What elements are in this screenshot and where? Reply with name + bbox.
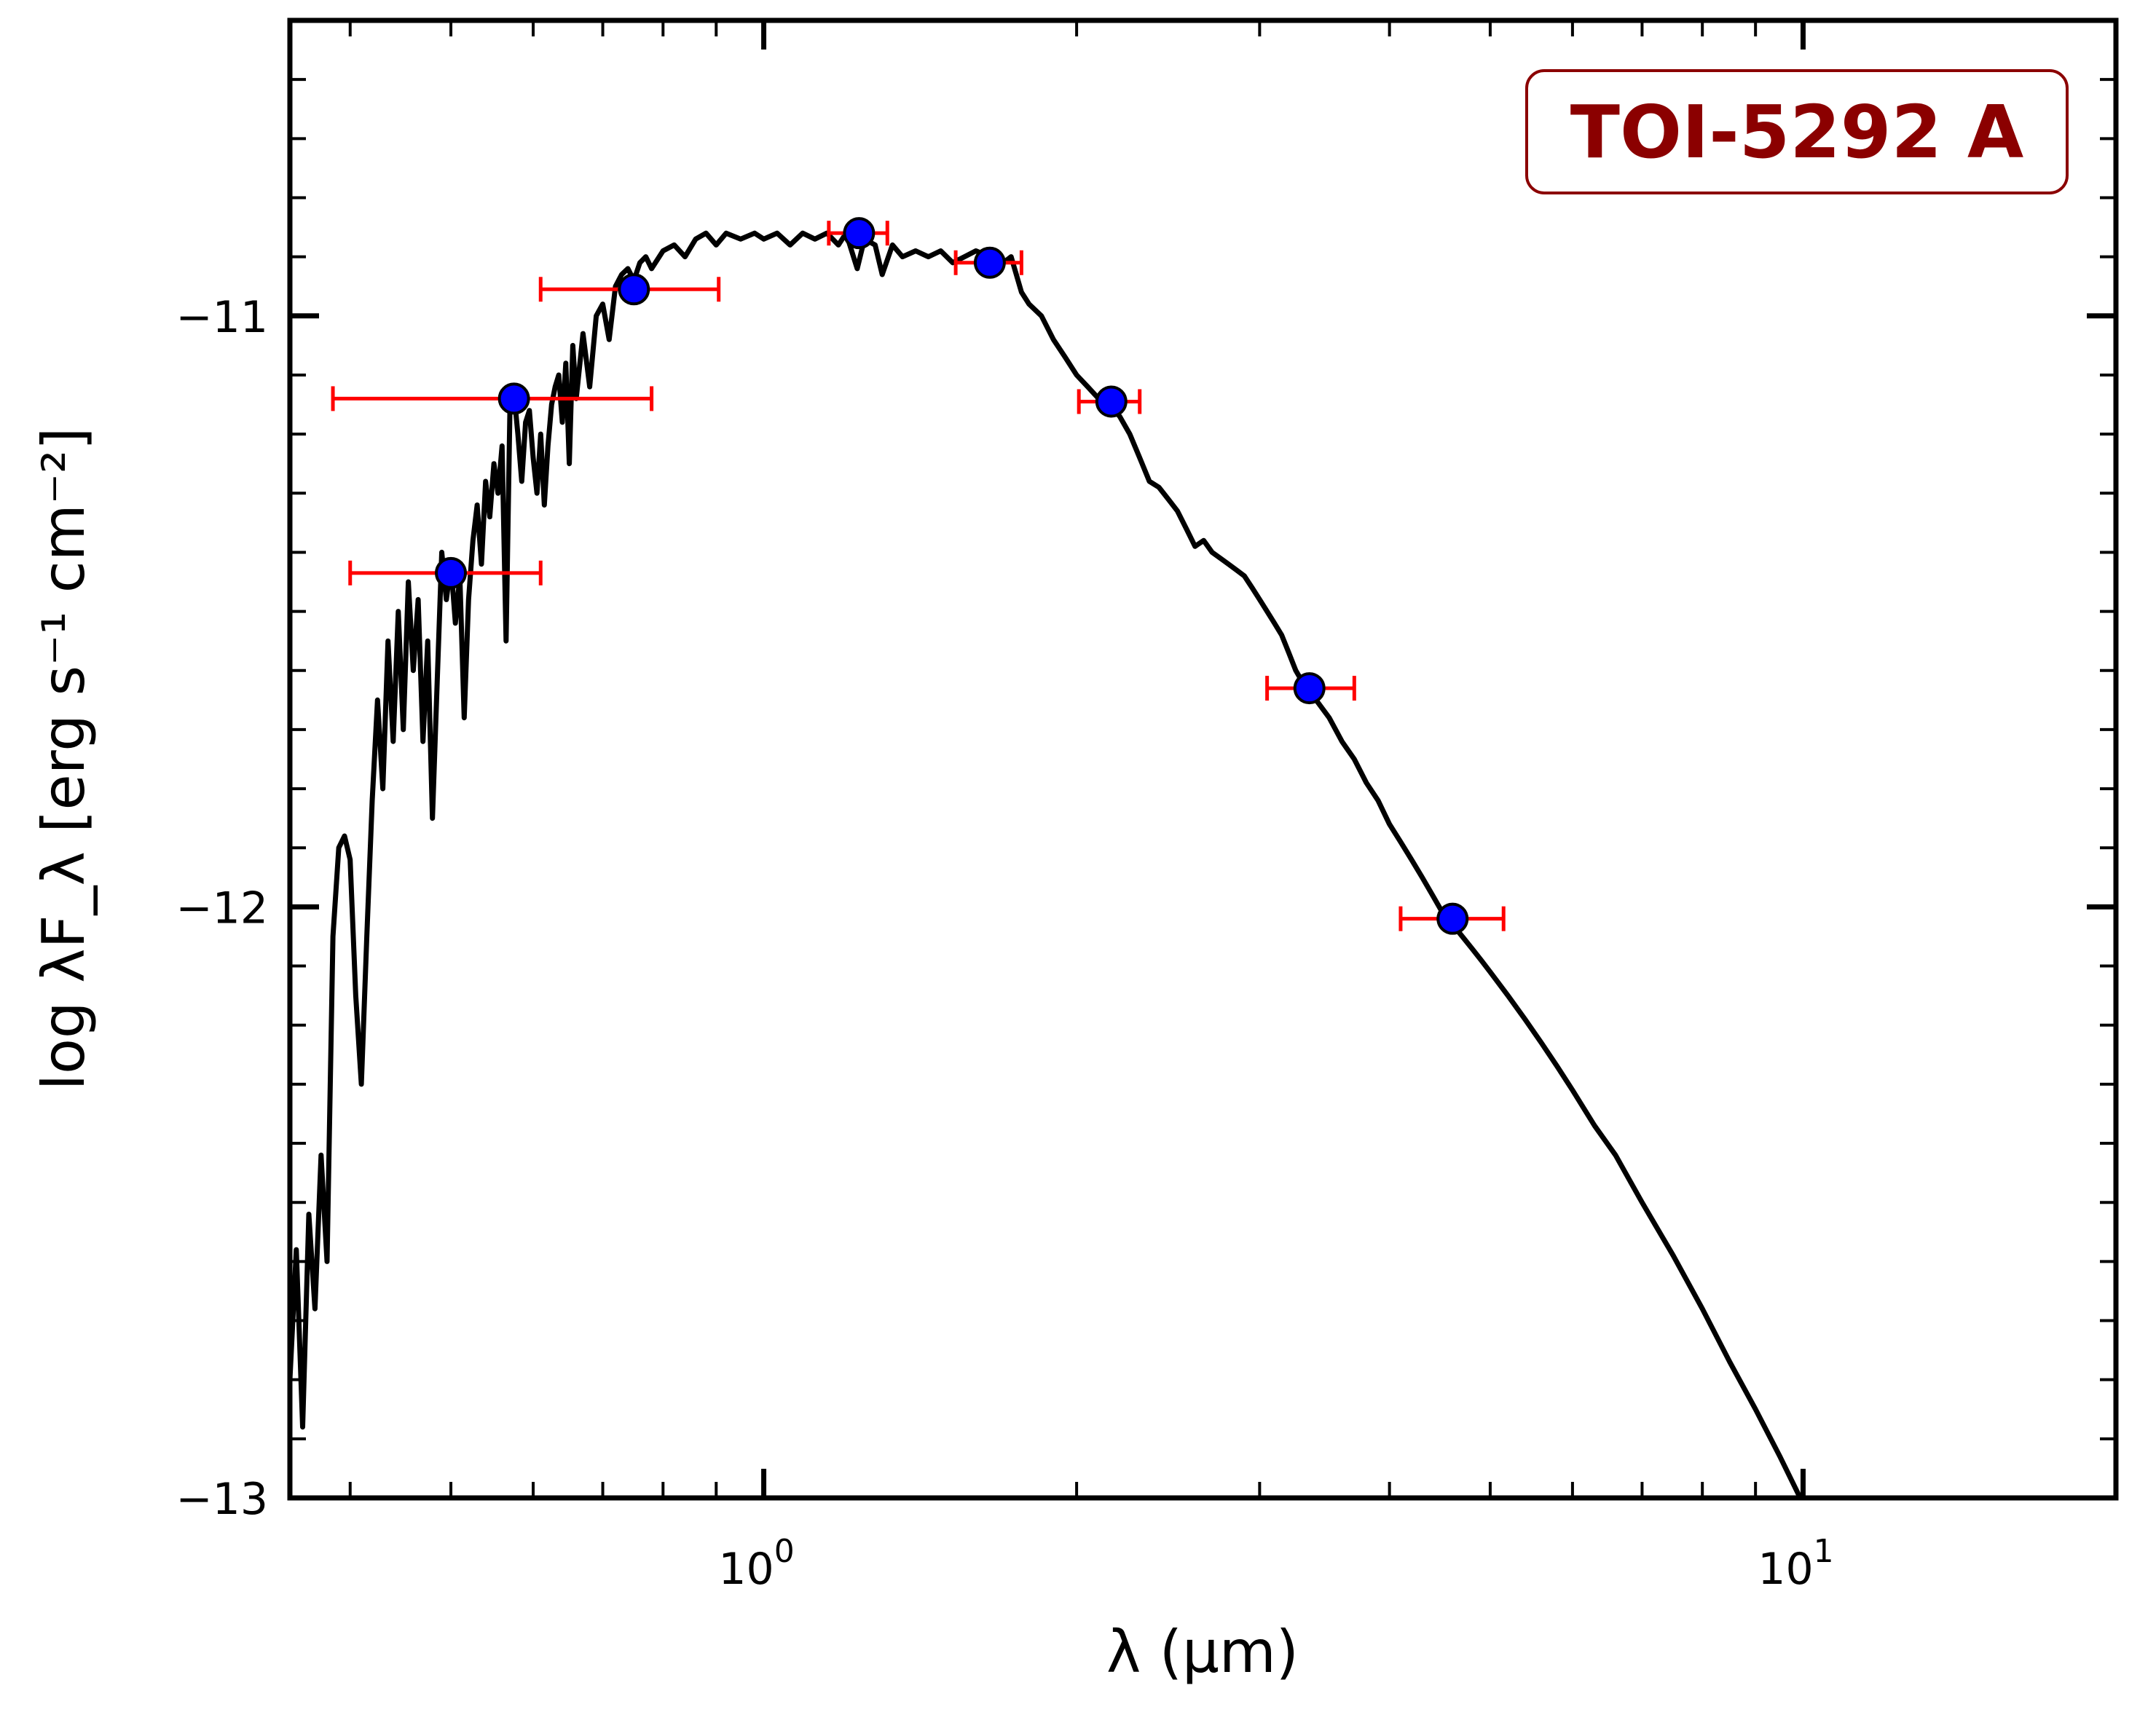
x-major-ticks [761, 20, 1806, 1498]
photometry-point [435, 556, 468, 589]
x-tick-label: 100 [718, 1533, 794, 1595]
photometry-point [1436, 902, 1469, 935]
y-tick-label: −13 [176, 1474, 268, 1525]
x-axis-title: λ (μm) [1106, 1618, 1299, 1686]
photometry-point [497, 382, 530, 415]
x-tick-labels: 100 101 [718, 1533, 1833, 1595]
chart-title: TOI-5292 A [1570, 90, 2023, 175]
photometry-point [1095, 385, 1128, 418]
photometry-point [843, 217, 876, 250]
photometry-errorbar [331, 386, 654, 411]
y-axis-title: log λF_λ [erg s⁻¹ cm⁻²] [30, 427, 98, 1090]
photometry-point [973, 246, 1006, 279]
y-tick-label: −11 [176, 292, 268, 343]
title-box-border [1525, 69, 2069, 194]
x-minor-ticks [348, 20, 1758, 1498]
photometry-markers [435, 217, 1469, 935]
y-tick-label: −12 [176, 883, 268, 934]
y-minor-ticks [290, 78, 2116, 1440]
photometry-point [1293, 672, 1326, 705]
plot-frame [287, 17, 2119, 1501]
y-tick-labels: −13 −12 −11 [176, 292, 268, 1525]
title-box: TOI-5292 A [1525, 69, 2069, 194]
photometry-point [618, 273, 650, 306]
model-spectrum-line [290, 230, 1803, 1498]
